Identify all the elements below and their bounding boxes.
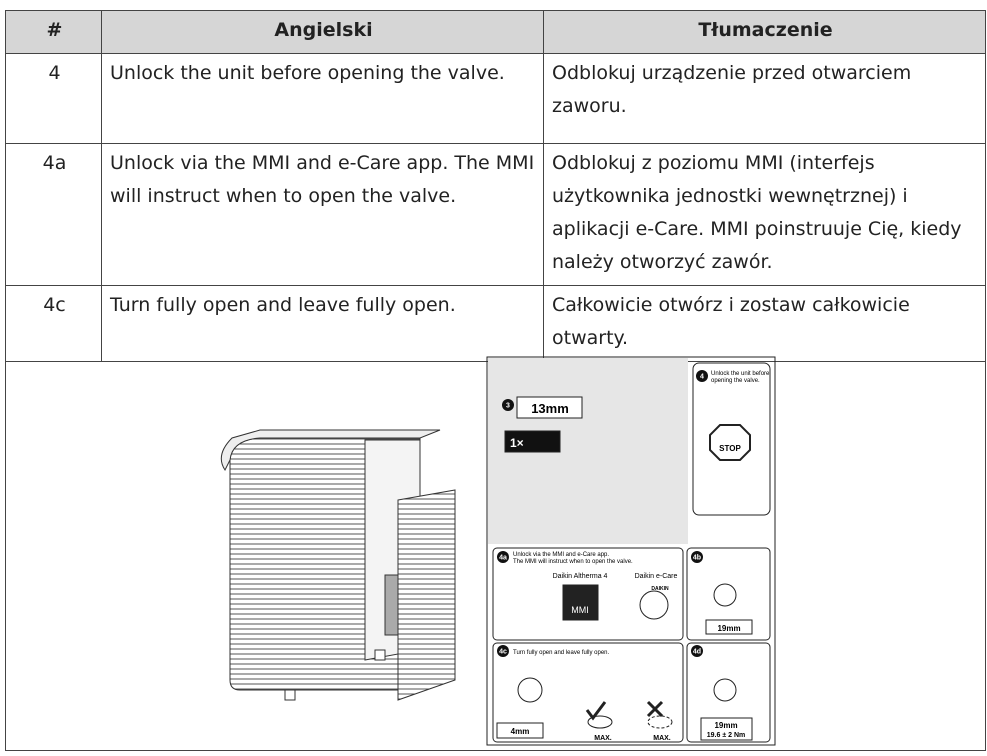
cell: Odblokuj urządzenie przed otwarciem zawo… [543,53,986,144]
header-row: # Angielski Tłumaczenie [5,10,986,54]
row: 4 Unlock the unit before opening the val… [5,53,986,144]
cell: Całkowicie otwórz i zostaw całkowicie ot… [543,285,986,362]
cell: Odblokuj z poziomu MMI (interfejs użytko… [543,143,986,286]
crop-strip [5,0,985,9]
header-cell: Angielski [101,10,544,54]
cell: Unlock the unit before opening the valve… [101,53,544,144]
cell: 4c [5,285,102,362]
translation-table: # Angielski Tłumaczenie 4 Unlock the uni… [5,10,986,751]
cell: Unlock via the MMI and e-Care app. The M… [101,143,544,286]
header-cell: Tłumaczenie [543,10,986,54]
cell: Turn fully open and leave fully open. [101,285,544,362]
cell: 4 [5,53,102,144]
row: 4c Turn fully open and leave fully open.… [5,285,986,362]
figure-cell [5,361,986,751]
row: 4a Unlock via the MMI and e-Care app. Th… [5,143,986,286]
figure-row [5,361,986,751]
cell: 4a [5,143,102,286]
header-cell: # [5,10,102,54]
